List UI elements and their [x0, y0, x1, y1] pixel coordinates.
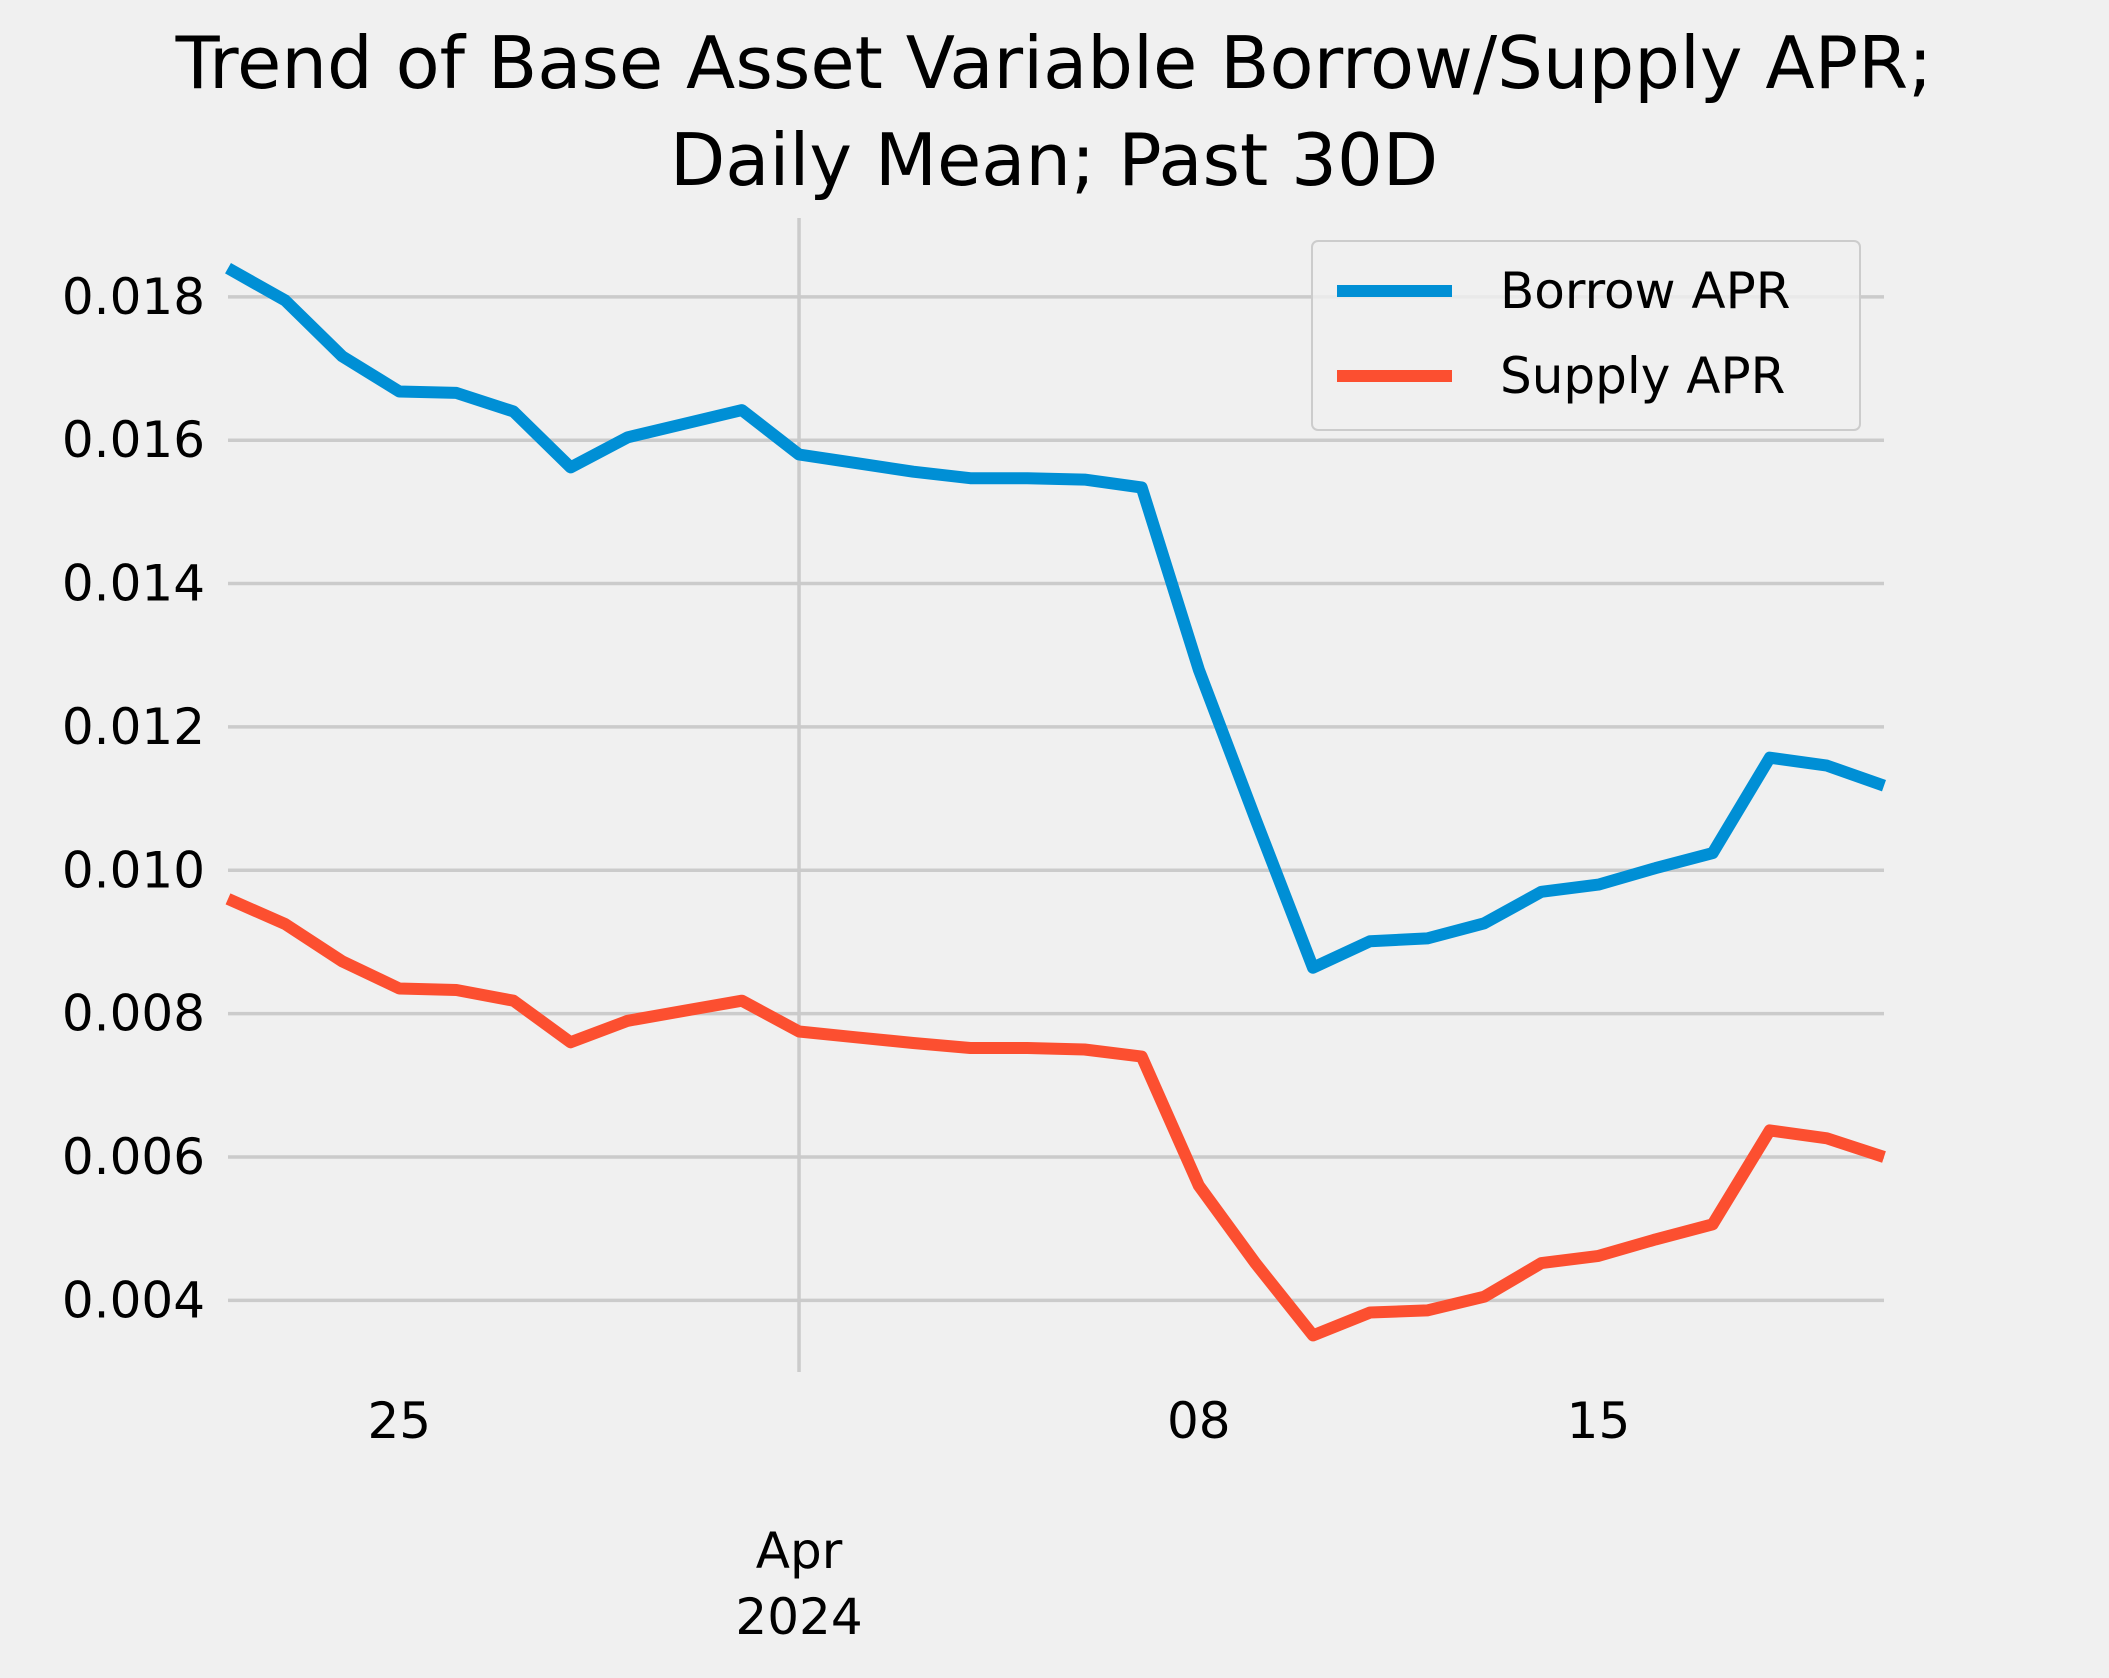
y-axis-tick-labels: 0.004 0.006 0.008 0.010 0.012 0.014 0.016 0.018: [62, 268, 205, 1329]
x-tick-label: 25: [367, 1392, 431, 1450]
y-tick-label: 0.012: [62, 698, 205, 756]
y-tick-label: 0.010: [62, 841, 205, 899]
y-tick-label: 0.004: [62, 1271, 205, 1329]
series-lines: [225, 262, 1886, 1342]
x-tick-sublabel: 2024: [735, 1588, 862, 1646]
y-tick-label: 0.014: [62, 555, 205, 613]
x-tick-label: Apr: [756, 1522, 843, 1580]
y-tick-label: 0.006: [62, 1128, 205, 1186]
legend-label: Borrow APR: [1500, 262, 1791, 320]
series-line-supply-apr: [225, 893, 1886, 1342]
legend-label: Supply APR: [1500, 347, 1785, 405]
chart-title-line-1: Trend of Base Asset Variable Borrow/Supp…: [175, 21, 1933, 105]
series-line-borrow-apr: [225, 262, 1886, 974]
y-tick-label: 0.018: [62, 268, 205, 326]
chart-title-line-2: Daily Mean; Past 30D: [670, 118, 1438, 202]
legend: Borrow APR Supply APR: [1311, 240, 1861, 431]
x-tick-label: 15: [1567, 1392, 1631, 1450]
x-axis-tick-labels: 25 Apr 2024 08 15: [367, 1392, 1630, 1646]
y-tick-label: 0.008: [62, 985, 205, 1043]
y-tick-label: 0.016: [62, 411, 205, 469]
y-gridlines: [228, 295, 1884, 1303]
x-tick-label: 08: [1167, 1392, 1231, 1450]
